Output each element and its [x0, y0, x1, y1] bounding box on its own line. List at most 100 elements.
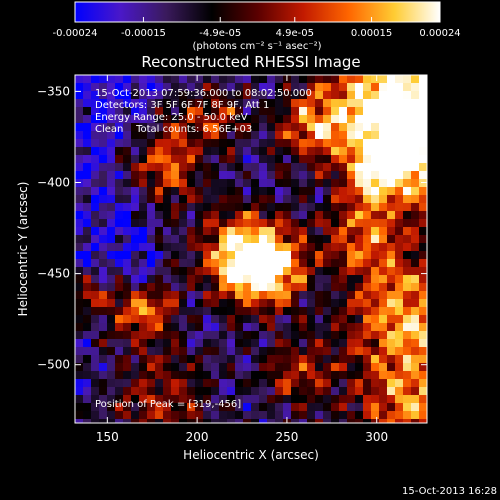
heatmap-cell — [227, 291, 235, 299]
heatmap-cell — [147, 203, 155, 211]
heatmap-cell — [379, 339, 387, 347]
heatmap-cell — [403, 107, 411, 115]
heatmap-cell — [275, 379, 283, 387]
heatmap-cell — [115, 155, 123, 163]
heatmap-cell — [251, 379, 259, 387]
heatmap-cell — [83, 139, 91, 147]
heatmap-cell — [403, 323, 411, 331]
heatmap-cell — [251, 219, 259, 227]
heatmap-cell — [195, 123, 203, 131]
heatmap-cell — [179, 115, 187, 123]
heatmap-cell — [283, 171, 291, 179]
heatmap-cell — [171, 339, 179, 347]
heatmap-cell — [315, 259, 323, 267]
heatmap-cell — [339, 307, 347, 315]
heatmap-cell — [267, 323, 275, 331]
heatmap-cell — [379, 187, 387, 195]
heatmap-cell — [299, 387, 307, 395]
heatmap-cell — [219, 203, 227, 211]
heatmap-cell — [299, 115, 307, 123]
heatmap-cell — [235, 91, 243, 99]
heatmap-cell — [355, 163, 363, 171]
heatmap-cell — [123, 315, 131, 323]
heatmap-cell — [275, 203, 283, 211]
heatmap-cell — [307, 115, 315, 123]
heatmap-cell — [91, 203, 99, 211]
heatmap-cell — [283, 331, 291, 339]
heatmap-cell — [211, 211, 219, 219]
heatmap-cell — [419, 83, 427, 91]
heatmap-cell — [371, 91, 379, 99]
heatmap-cell — [251, 275, 259, 283]
heatmap-cell — [99, 195, 107, 203]
heatmap-cell — [267, 219, 275, 227]
heatmap-cell — [91, 235, 99, 243]
heatmap-cell — [379, 299, 387, 307]
heatmap-cell — [211, 403, 219, 411]
heatmap-cell — [387, 331, 395, 339]
heatmap-cell — [75, 331, 83, 339]
heatmap-cell — [171, 299, 179, 307]
heatmap-cell — [395, 99, 403, 107]
heatmap-cell — [123, 355, 131, 363]
heatmap-cell — [115, 99, 123, 107]
heatmap-cell — [251, 291, 259, 299]
heatmap-cell — [99, 115, 107, 123]
heatmap-cell — [99, 299, 107, 307]
heatmap-cell — [387, 323, 395, 331]
heatmap-cell — [219, 195, 227, 203]
heatmap-cell — [187, 275, 195, 283]
heatmap-cell — [251, 267, 259, 275]
heatmap-cell — [283, 243, 291, 251]
heatmap-cell — [187, 123, 195, 131]
heatmap-cell — [355, 219, 363, 227]
heatmap-cell — [259, 411, 267, 419]
heatmap-cell — [195, 419, 203, 423]
heatmap-cell — [83, 75, 91, 83]
heatmap-cell — [131, 147, 139, 155]
heatmap-cell — [307, 83, 315, 91]
heatmap-cell — [299, 371, 307, 379]
heatmap-cell — [91, 275, 99, 283]
heatmap-cell — [147, 339, 155, 347]
heatmap-cell — [419, 203, 427, 211]
heatmap-cell — [331, 291, 339, 299]
heatmap-cell — [163, 371, 171, 379]
heatmap-cell — [347, 347, 355, 355]
heatmap-cell — [195, 323, 203, 331]
heatmap-cell — [163, 187, 171, 195]
heatmap-cell — [203, 291, 211, 299]
heatmap-cell — [179, 195, 187, 203]
heatmap-cell — [339, 363, 347, 371]
heatmap-cell — [187, 339, 195, 347]
heatmap-cell — [339, 83, 347, 91]
heatmap-cell — [307, 355, 315, 363]
heatmap-cell — [211, 275, 219, 283]
heatmap-cell — [171, 131, 179, 139]
heatmap-cell — [171, 387, 179, 395]
heatmap-cell — [291, 251, 299, 259]
heatmap-cell — [339, 107, 347, 115]
heatmap-cell — [371, 211, 379, 219]
heatmap-cell — [219, 83, 227, 91]
heatmap-cell — [203, 283, 211, 291]
heatmap-cell — [147, 219, 155, 227]
heatmap-cell — [347, 179, 355, 187]
heatmap-cell — [163, 91, 171, 99]
heatmap-cell — [107, 315, 115, 323]
heatmap-cell — [307, 403, 315, 411]
heatmap-cell — [91, 403, 99, 411]
heatmap-cell — [227, 315, 235, 323]
heatmap-cell — [323, 251, 331, 259]
heatmap-cell — [115, 411, 123, 419]
heatmap-cell — [371, 323, 379, 331]
heatmap-cell — [123, 75, 131, 83]
heatmap-cell — [299, 211, 307, 219]
heatmap-cell — [187, 419, 195, 423]
heatmap-cell — [251, 387, 259, 395]
heatmap-cell — [243, 211, 251, 219]
heatmap-cell — [339, 75, 347, 83]
heatmap-cell — [155, 403, 163, 411]
heatmap-cell — [395, 371, 403, 379]
heatmap-cell — [387, 307, 395, 315]
